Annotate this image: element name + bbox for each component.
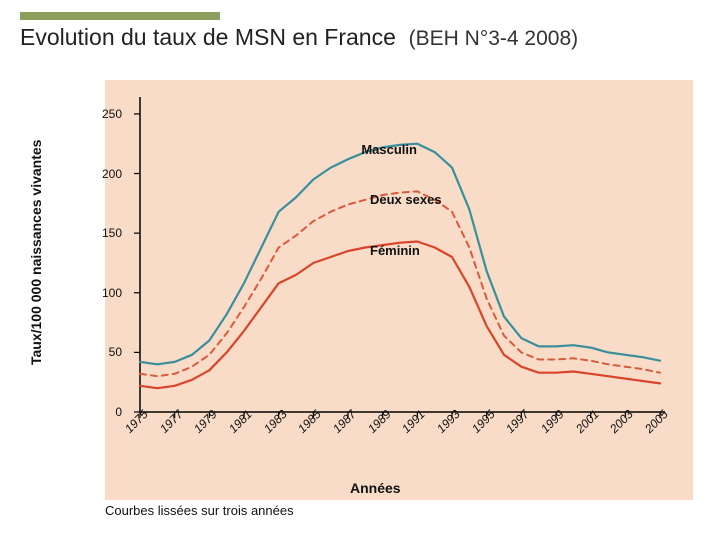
y-tick-label: 0: [82, 405, 122, 419]
page-title: Evolution du taux de MSN en France (BEH …: [20, 24, 700, 51]
series-label: Deux sexes: [370, 192, 442, 207]
series-label: Féminin: [370, 243, 420, 258]
y-axis-label: Taux/100 000 naissances vivantes: [28, 140, 44, 365]
series-deux-sexes: [140, 191, 660, 376]
title-reference: (BEH N°3-4 2008): [409, 27, 578, 50]
y-tick-label: 50: [82, 345, 122, 359]
y-tick-label: 150: [82, 226, 122, 240]
y-tick-label: 100: [82, 286, 122, 300]
title-text: Evolution du taux de MSN en France: [20, 24, 396, 50]
y-tick-label: 200: [82, 167, 122, 181]
series-féminin: [140, 242, 660, 389]
slide: Evolution du taux de MSN en France (BEH …: [0, 0, 720, 540]
chart-caption: Courbes lissées sur trois années: [105, 503, 294, 518]
x-axis-label: Années: [350, 480, 401, 496]
y-tick-label: 250: [82, 107, 122, 121]
accent-bar: [20, 12, 220, 20]
chart-container: Taux/100 000 naissances vivantes Années …: [10, 80, 710, 520]
series-label: Masculin: [361, 142, 417, 157]
